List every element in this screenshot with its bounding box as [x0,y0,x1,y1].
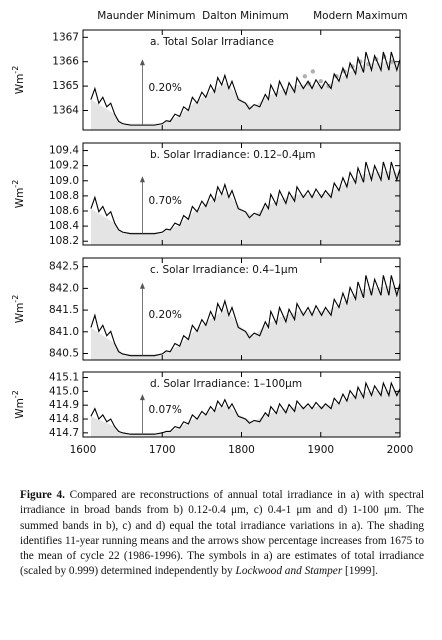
irradiance-line [90,275,401,357]
y-axis-label: Wm-2 [11,66,27,95]
y-tick-label: 842.5 [49,261,79,273]
running-mean-area [90,285,401,360]
panel-title: a. Total Solar Irradiance [150,36,274,48]
y-label-exponent: -2 [11,180,20,188]
y-tick-label: 108.8 [49,190,79,202]
y-axis-label: Wm-2 [11,295,27,324]
arrow-head [139,176,145,183]
y-tick-label: 109.0 [49,175,79,187]
symbol [389,59,395,64]
x-tick-label: 1600 [70,444,97,456]
y-tick-label: 1365 [52,80,79,92]
y-label-exponent: -2 [11,390,20,398]
y-tick-label: 109.4 [49,145,79,157]
arrow-head [139,394,145,401]
era-label: Dalton Minimum [202,10,289,22]
y-tick-label: 841.5 [49,304,79,316]
running-mean-area [90,170,401,245]
y-label-unit: Wm [14,398,26,419]
y-tick-label: 109.2 [49,160,79,172]
y-label-unit: Wm [14,188,26,209]
y-tick-label: 842.0 [49,282,79,294]
running-mean-area [90,61,401,131]
caption: Figure 4. Compared are reconstructions o… [20,488,424,580]
caption-end: [1999]. [345,565,378,578]
y-label-exponent: -2 [11,66,20,74]
figure: 1364 1365 1366 1367 a. Total Solar Irradianc… [11,10,414,456]
panel-title: d. Solar Irradiance: 1–100μm [150,378,302,390]
x-tick-label: 1700 [149,444,176,456]
y-tick-label: 1364 [52,104,79,116]
panel-title: b. Solar Irradiance: 0.12–0.4μm [150,149,315,161]
y-tick-label: 414.7 [49,427,79,439]
y-axis-label: Wm-2 [11,180,27,209]
arrow-label: 0.70% [148,195,181,207]
y-tick-label: 1367 [52,31,79,43]
arrow-label: 0.20% [148,82,181,94]
y-tick-label: 108.4 [49,220,79,232]
running-mean-area [90,389,401,437]
irradiance-line [90,51,401,126]
caption-text: Compared are reconstructions of annual t… [20,489,425,578]
y-tick-label: 1366 [52,56,79,68]
irradiance-line [90,161,401,235]
y-tick-label: 415.1 [49,372,79,384]
x-tick-label: 1800 [228,444,255,456]
y-tick-label: 414.8 [49,413,79,425]
y-tick-label: 108.6 [49,205,79,217]
arrow-head [139,282,145,289]
symbol [318,79,323,84]
y-tick-label: 108.2 [49,235,79,247]
y-label-unit: Wm [14,303,26,324]
y-axis-label: Wm-2 [11,390,27,419]
era-label: Maunder Minimum [97,10,195,22]
y-label-exponent: -2 [11,295,20,303]
symbol [302,74,308,79]
caption-label: Figure 4. [20,489,65,501]
arrow-label: 0.07% [148,404,181,416]
era-label: Modern Maximum [313,10,407,22]
arrow-label: 0.20% [148,309,181,321]
irradiance-line [90,381,401,435]
x-tick-label: 1900 [307,444,334,456]
symbol [310,69,316,74]
y-label-unit: Wm [14,74,26,95]
y-tick-label: 840.5 [49,347,79,359]
y-tick-label: 414.9 [49,399,79,411]
panel-title: c. Solar Irradiance: 0.4–1μm [150,264,298,276]
y-tick-label: 841.0 [49,326,79,338]
arrow-head [139,59,145,66]
y-tick-label: 415.0 [49,385,79,397]
caption-cite: Lockwood and Stamper [235,565,343,578]
x-tick-label: 2000 [387,444,414,456]
